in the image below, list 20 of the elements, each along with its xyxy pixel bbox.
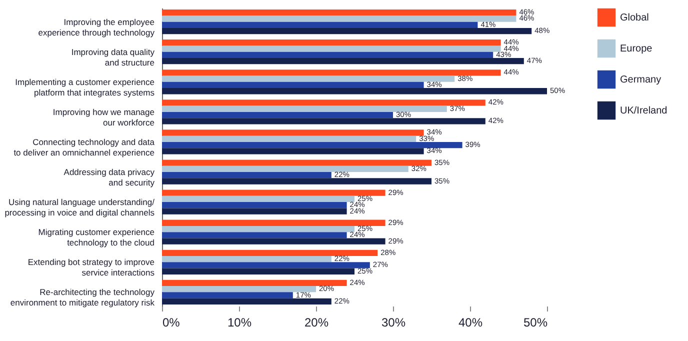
y-tick-label: Addressing data privacy and security [64,167,156,188]
x-tick-label: 10% [227,316,252,330]
y-tick-label: Connecting technology and data to deliver an omnichannel experience [14,136,155,158]
y-tick-label: Extending bot strategy to improve service interactions [28,257,155,278]
y-tick-label: Implementing a customer experience platform that integrates systems [15,76,155,98]
x-tick-label: 30% [381,316,406,330]
x-tick-label: 20% [304,316,329,330]
x-tick-label: 0% [162,316,180,330]
legend-label: Global [620,12,649,24]
y-tick-label: Improving data quality and structure [71,46,156,68]
y-tick-label: Re-architecting the technology environment to mitigate regulatory risk [10,287,156,308]
legend-label: UK/Ireland [620,106,668,116]
legend-label: Germany [620,74,662,86]
legend-label: Europe [620,44,653,54]
y-tick-label: Using natural language understanding/ processing in voice and digital channels [4,197,156,218]
x-tick-label: 40% [458,316,483,330]
y-tick-label: Improving the employee experience through technology [38,16,156,38]
x-tick-label: 50% [523,316,548,330]
y-tick-label: Migrating customer experience technology to the cloud [38,227,155,248]
y-tick-label: Improving how we manage our workforce [52,106,155,128]
